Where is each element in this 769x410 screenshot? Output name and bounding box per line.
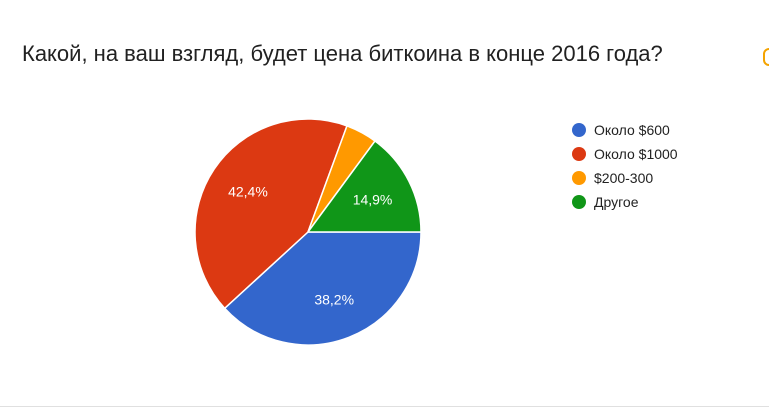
legend-label: Другое [594,194,639,210]
legend-dot-icon [572,195,586,209]
slice-label: 14,9% [353,191,393,207]
divider [0,406,769,407]
legend-item[interactable]: Около $600 [572,118,678,142]
legend-dot-icon [572,171,586,185]
legend-item[interactable]: Около $1000 [572,142,678,166]
slice-label: 38,2% [314,291,354,307]
legend-dot-icon [572,147,586,161]
legend-item[interactable]: $200-300 [572,166,678,190]
pie-slice[interactable] [194,118,348,310]
legend-label: Около $1000 [594,146,678,162]
pie-slice[interactable] [306,139,422,233]
chart-title: Какой, на ваш взгляд, будет цена биткоин… [22,41,663,66]
legend-dot-icon [572,123,586,137]
copy-icon[interactable] [763,48,769,66]
legend-label: $200-300 [594,170,654,186]
legend: Около $600 Около $1000 $200-300 Другое [572,118,678,214]
slice-label: 42,4% [228,184,268,200]
legend-label: Около $600 [594,122,670,138]
legend-item[interactable]: Другое [572,190,678,214]
pie-slice[interactable] [223,231,422,346]
